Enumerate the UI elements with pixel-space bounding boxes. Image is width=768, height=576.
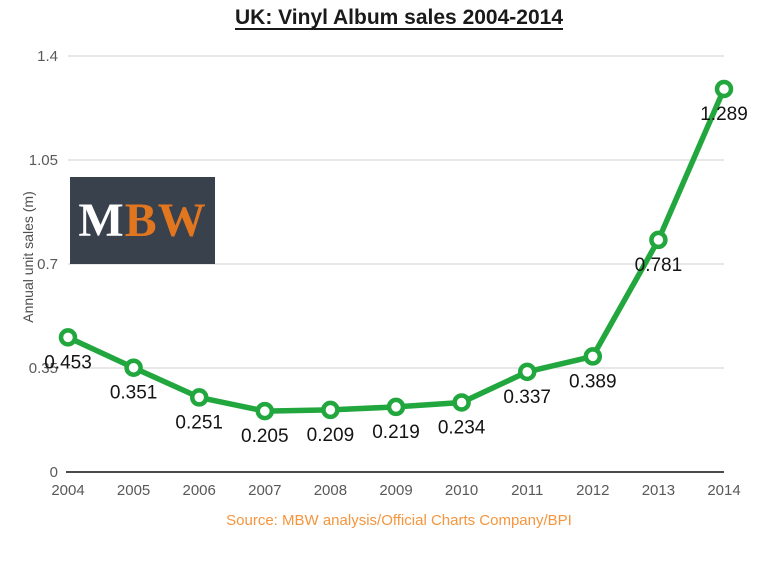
- x-tick-label: 2014: [707, 482, 740, 499]
- data-point-marker: [452, 393, 471, 412]
- y-tick-label: 0: [50, 464, 58, 481]
- y-tick-label: 0.7: [37, 256, 58, 273]
- x-tick-label: 2004: [51, 482, 84, 499]
- data-point-marker: [649, 230, 668, 250]
- x-tick-label: 2010: [445, 482, 478, 499]
- data-point-label: 0.251: [175, 412, 223, 433]
- data-point-label: 0.234: [438, 417, 486, 438]
- y-tick-label: 1.4: [37, 48, 58, 65]
- data-point-marker: [255, 401, 275, 421]
- data-point-label: 0.453: [44, 352, 92, 373]
- data-point-marker: [58, 328, 78, 347]
- data-point-marker: [124, 358, 143, 377]
- data-point-label: 0.209: [307, 425, 355, 446]
- mbw-logo: M BW: [70, 177, 215, 264]
- x-tick-label: 2005: [117, 482, 150, 499]
- x-tick-label: 2007: [248, 482, 281, 499]
- data-point-marker: [321, 400, 340, 420]
- data-point-marker: [583, 347, 603, 366]
- data-point-marker: [189, 388, 209, 407]
- data-point-label: 0.219: [372, 422, 420, 443]
- data-point-marker: [714, 79, 734, 99]
- data-point-label: 0.337: [503, 387, 551, 408]
- data-point-label: 0.781: [635, 255, 683, 276]
- x-tick-label: 2012: [576, 482, 609, 499]
- x-tick-label: 2009: [379, 482, 412, 499]
- data-point-marker: [386, 397, 406, 417]
- x-tick-label: 2008: [314, 482, 347, 499]
- data-point-label: 1.289: [700, 104, 748, 125]
- source-caption: Source: MBW analysis/Official Charts Com…: [226, 512, 572, 529]
- logo-text-bw: BW: [124, 194, 207, 247]
- chart-title: UK: Vinyl Album sales 2004-2014: [235, 6, 563, 29]
- data-point-label: 0.351: [110, 383, 158, 404]
- x-tick-label: 2013: [642, 482, 675, 499]
- data-point-label: 0.389: [569, 371, 617, 392]
- x-tick-label: 2011: [511, 482, 543, 499]
- y-tick-label: 1.05: [29, 152, 58, 169]
- y-tick-label: 0.35: [29, 360, 58, 377]
- logo-text-m: M: [78, 194, 125, 247]
- data-point-marker: [517, 362, 537, 382]
- data-point-label: 0.205: [241, 426, 289, 447]
- x-tick-label: 2006: [183, 482, 216, 499]
